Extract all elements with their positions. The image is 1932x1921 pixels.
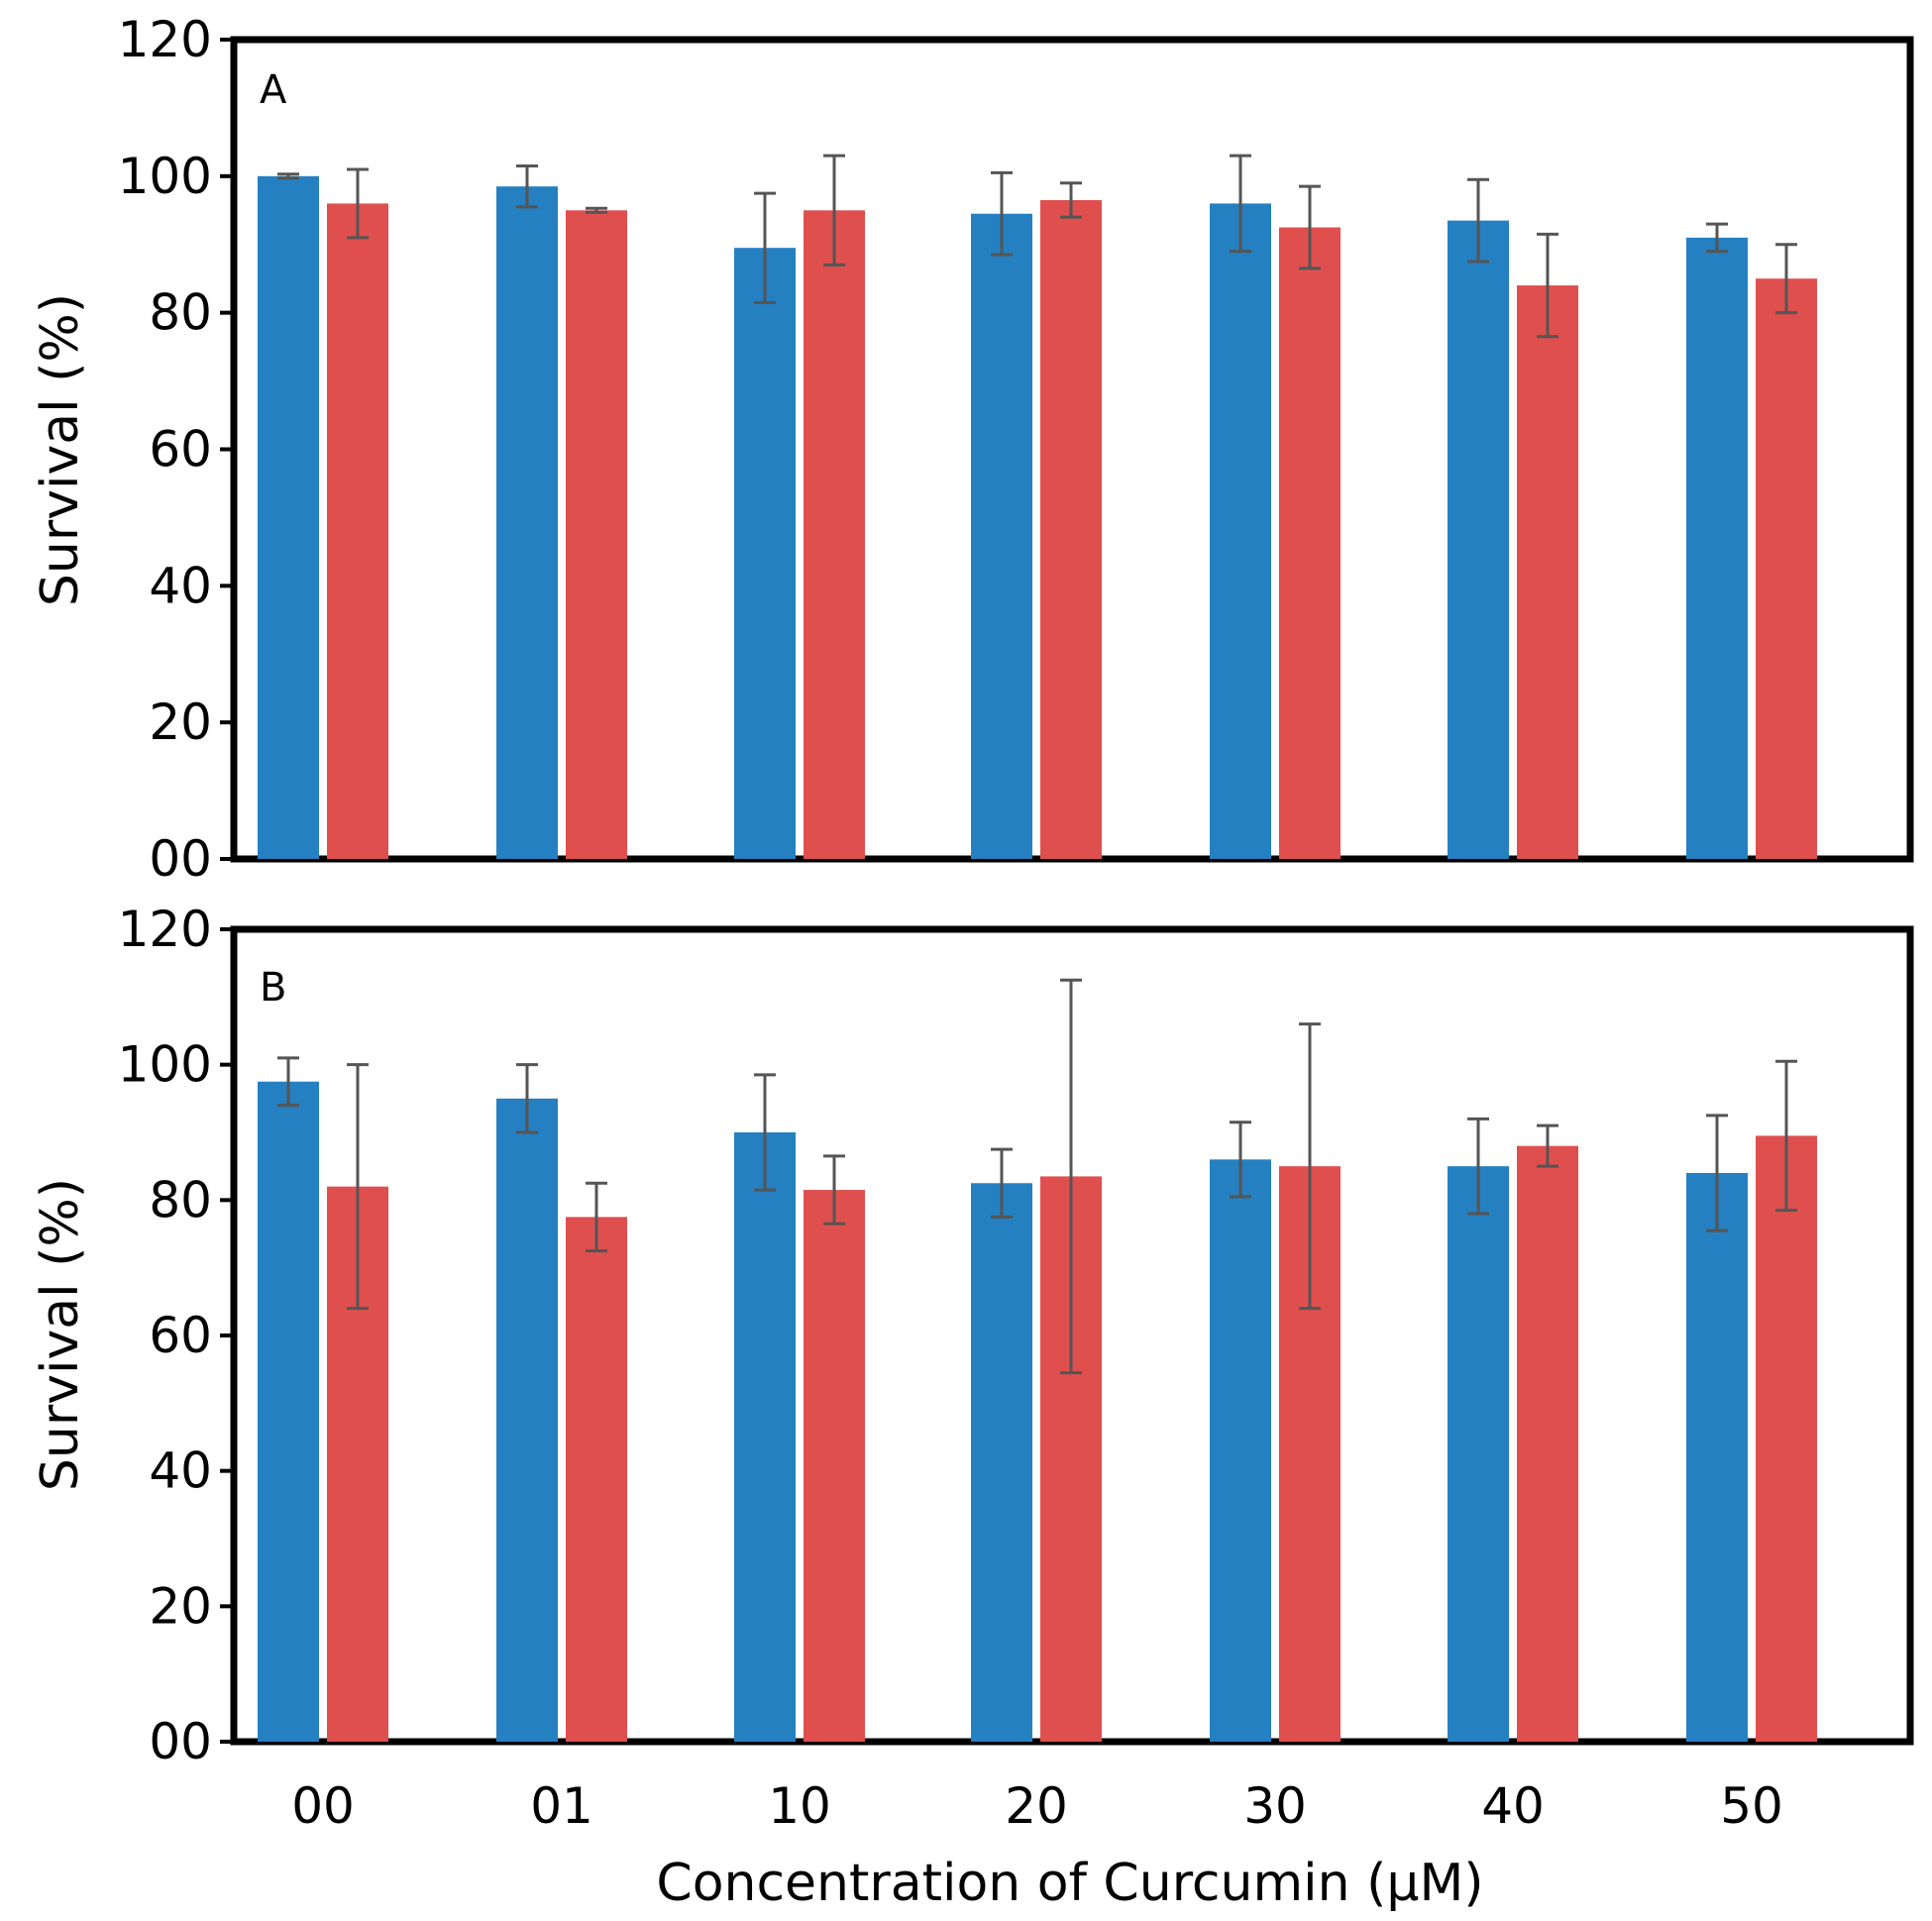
error-bar-series-2-40 [1537, 232, 1558, 339]
y-tick-label: 00 [149, 830, 212, 888]
error-bar-series-1-30 [1230, 154, 1251, 254]
y-axis-title: Survival (%) [31, 1178, 90, 1491]
bar-series-2-50 [1756, 278, 1817, 859]
panel-b: B Survival (%) 00 20 40 60 80 100 120 00 01 10 20… [31, 901, 1914, 1835]
bar-series-1-30 [1210, 1159, 1271, 1742]
bar-series-2-10 [804, 210, 865, 859]
bar-series-1-50 [1686, 1173, 1748, 1742]
panel-a: A Survival (%) 00 20 40 60 80 100 120 [31, 11, 1914, 888]
x-tick-label: 10 [768, 1777, 831, 1835]
y-tick-label: 120 [118, 11, 212, 68]
error-bar-series-2-50 [1775, 243, 1797, 315]
x-tick-label: 20 [1005, 1777, 1068, 1835]
panel-label: A [260, 67, 287, 113]
x-tick-label: 40 [1481, 1777, 1545, 1835]
y-tick-label: 100 [118, 148, 212, 205]
bar-series-2-30 [1279, 227, 1341, 860]
y-tick-label: 80 [149, 284, 212, 342]
error-bar-series-2-01 [586, 1181, 607, 1253]
bars [258, 1081, 1817, 1742]
y-tick-label: 60 [149, 421, 212, 479]
bar-series-2-40 [1517, 285, 1578, 860]
error-bar-series-1-50 [1706, 222, 1728, 254]
y-tick-label: 20 [149, 1577, 212, 1635]
y-tick-label: 60 [149, 1307, 212, 1364]
bar-series-1-20 [971, 1183, 1032, 1742]
bar-series-1-10 [734, 248, 796, 860]
y-axis-title: Survival (%) [31, 293, 90, 606]
error-bars [277, 154, 1797, 339]
error-bar-series-1-20 [991, 1147, 1013, 1219]
error-bar-series-2-00 [347, 1063, 369, 1311]
bar-series-2-00 [327, 203, 388, 859]
y-tick-label: 100 [118, 1036, 212, 1094]
error-bar-series-1-00 [277, 172, 299, 180]
x-axis-title: Concentration of Curcumin (μM) [656, 1854, 1483, 1913]
bar-series-1-00 [258, 1081, 319, 1742]
error-bar-series-1-30 [1230, 1121, 1251, 1199]
error-bar-series-2-30 [1299, 184, 1321, 270]
error-bar-series-2-30 [1299, 1022, 1321, 1311]
bar-series-1-40 [1448, 220, 1509, 860]
y-tick-label: 00 [149, 1713, 212, 1770]
error-bar-series-1-40 [1467, 177, 1489, 264]
bar-series-2-50 [1756, 1135, 1817, 1742]
error-bar-series-2-40 [1537, 1123, 1558, 1168]
bar-series-2-40 [1517, 1145, 1578, 1742]
bar-series-2-01 [566, 210, 627, 859]
error-bar-series-1-50 [1706, 1114, 1728, 1232]
x-tick-label: 01 [530, 1777, 593, 1835]
error-bar-series-1-10 [754, 1073, 776, 1192]
x-tick-label: 00 [291, 1777, 355, 1835]
error-bar-series-2-01 [586, 206, 607, 214]
error-bar-series-2-10 [823, 1154, 845, 1226]
error-bars [277, 978, 1797, 1375]
y-tick-label: 40 [149, 1442, 212, 1500]
y-tick-label: 40 [149, 557, 212, 614]
x-axis-ticks: 00 01 10 20 30 40 50 [291, 1777, 1783, 1835]
bar-series-1-10 [734, 1132, 796, 1742]
error-bar-series-1-20 [991, 170, 1013, 257]
y-tick-label: 120 [118, 901, 212, 958]
panel-label: B [260, 965, 286, 1011]
x-tick-label: 30 [1243, 1777, 1307, 1835]
bar-series-2-20 [1040, 199, 1102, 859]
y-tick-label: 80 [149, 1171, 212, 1228]
error-bar-series-2-20 [1060, 978, 1082, 1375]
bar-series-1-00 [258, 175, 319, 860]
error-bar-series-1-10 [754, 191, 776, 304]
error-bar-series-1-00 [277, 1056, 299, 1108]
bar-series-2-10 [804, 1190, 865, 1742]
error-bar-series-1-01 [516, 1063, 538, 1134]
error-bar-series-2-50 [1775, 1059, 1797, 1213]
y-axis-ticks: 00 20 40 60 80 100 120 [118, 901, 234, 1770]
bar-series-1-01 [496, 186, 558, 859]
bar-series-1-40 [1448, 1166, 1509, 1742]
bars [258, 175, 1817, 860]
bar-series-2-01 [566, 1217, 627, 1742]
x-tick-label: 50 [1720, 1777, 1783, 1835]
bar-series-1-50 [1686, 237, 1748, 859]
error-bar-series-2-20 [1060, 181, 1082, 219]
bar-series-1-20 [971, 213, 1032, 860]
y-axis-ticks: 00 20 40 60 80 100 120 [118, 11, 234, 888]
error-bar-series-1-01 [516, 163, 538, 209]
error-bar-series-2-00 [347, 167, 369, 240]
bar-series-1-30 [1210, 203, 1271, 859]
error-bar-series-2-10 [823, 154, 845, 267]
bar-series-1-01 [496, 1098, 558, 1742]
error-bar-series-1-40 [1467, 1117, 1489, 1216]
y-tick-label: 20 [149, 694, 212, 751]
